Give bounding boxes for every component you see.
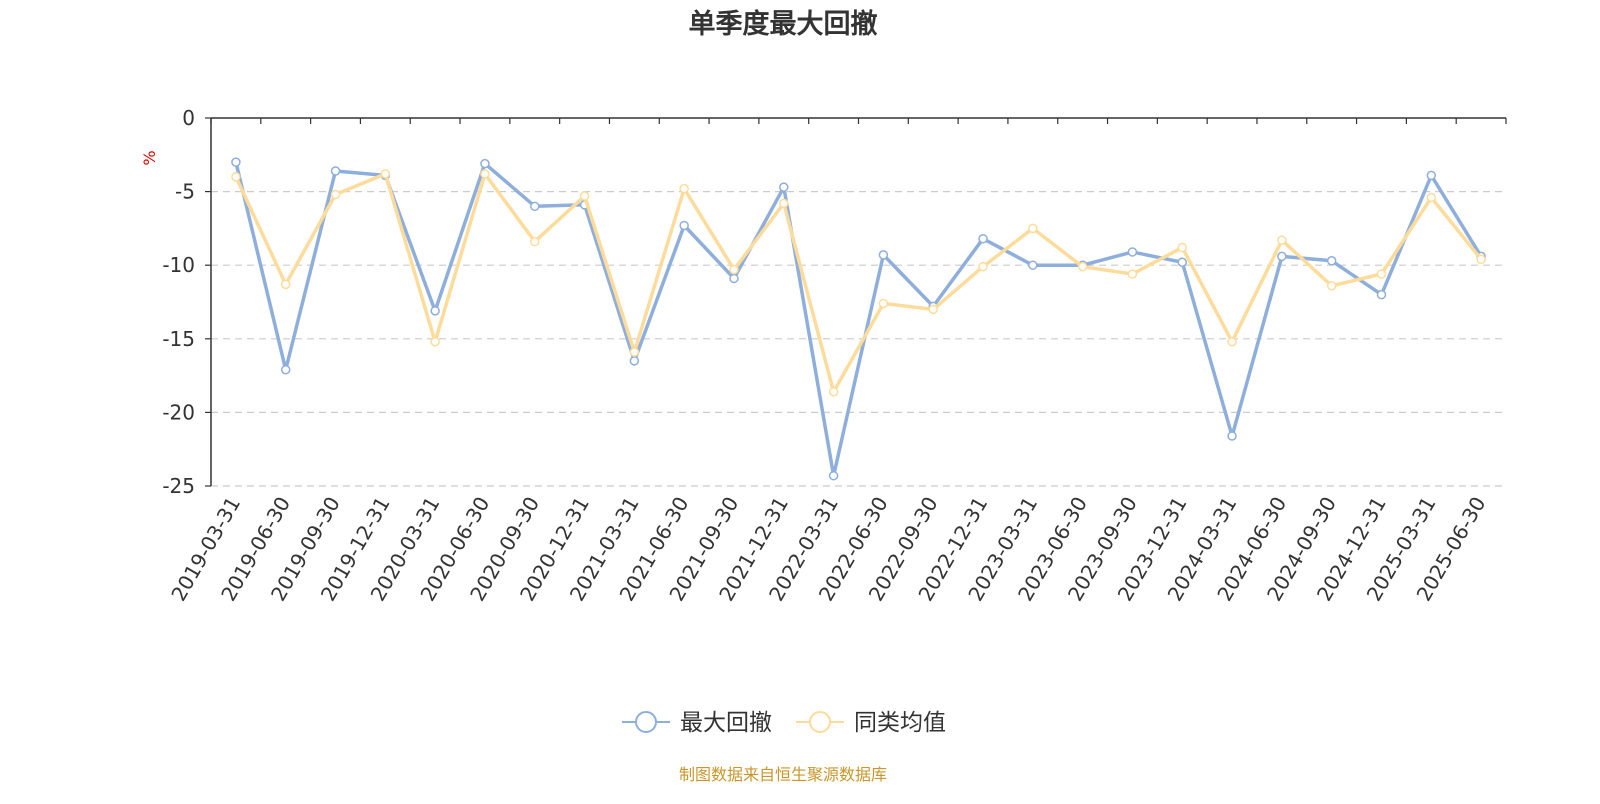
data-point [231,157,241,167]
data-point [380,169,391,179]
y-axis-label: % [140,150,159,165]
data-point [1277,251,1287,262]
legend-label: 最大回撤 [680,710,772,736]
legend-label: 同类均值 [854,710,946,736]
data-point [1227,431,1237,441]
data-point [1326,256,1337,266]
data-point [1476,254,1486,265]
data-point [679,220,689,231]
data-point [729,273,739,284]
series-lines [231,157,1486,481]
data-point [1028,223,1038,234]
data-point [480,158,490,169]
data-point [280,279,291,290]
data-point [1177,257,1187,268]
data-point [1127,247,1138,257]
data-point [1326,281,1337,291]
data-point [878,298,889,309]
data-point [1376,289,1387,300]
data-point [679,183,689,194]
y-tick-label: -15 [162,327,195,351]
data-point [1127,269,1138,279]
data-point [430,336,440,347]
data-point [978,261,988,272]
data-point [530,201,540,212]
y-tick-label: -5 [175,180,195,204]
data-point [928,304,938,315]
data-point [828,387,839,397]
series-line [234,172,1483,394]
y-tick-label: -20 [162,400,195,424]
data-point [480,169,490,179]
legend-marker [635,711,657,733]
data-point [978,233,988,244]
data-point [530,236,540,247]
legend-marker [809,711,831,733]
data-point [629,356,640,366]
data-point [280,364,291,375]
data-point [629,347,640,357]
y-tick-label: -10 [162,253,195,277]
legend[interactable]: 最大回撤 同类均值 [622,710,946,736]
data-point [1277,235,1287,245]
y-tick-label: -25 [162,474,195,498]
data-point [1177,242,1187,253]
data-point [1426,170,1437,181]
data-point [330,189,341,200]
series-line [234,161,1483,478]
data-point [878,250,889,260]
chart-title: 单季度最大回撤 [689,8,878,40]
y-tick-label: 0 [182,106,195,130]
data-point [1227,336,1237,347]
source-note: 制图数据来自恒生聚源数据库 [679,765,887,784]
data-point [779,198,789,209]
data-point [1028,260,1038,270]
data-point [779,182,789,192]
data-point [828,470,839,481]
data-point [430,306,440,316]
data-point [330,166,341,176]
data-point [729,264,739,275]
data-point [1426,192,1437,203]
data-point [1376,269,1387,279]
data-point [231,172,241,182]
data-point [579,191,590,201]
data-point [1077,261,1088,272]
